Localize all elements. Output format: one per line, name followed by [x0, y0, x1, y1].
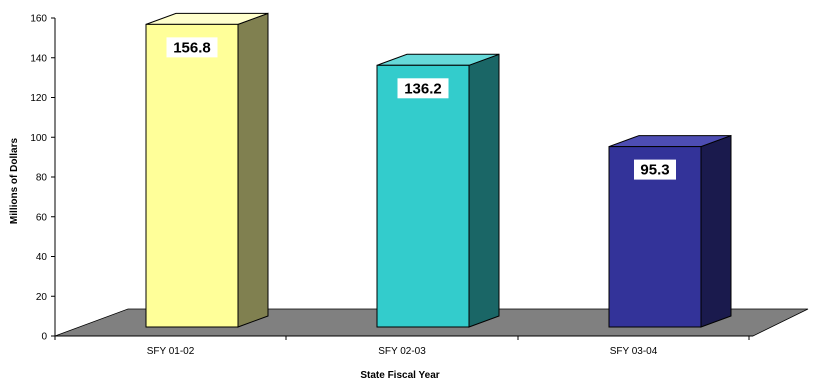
bar: 136.2 — [376, 53, 500, 328]
bars-group: 156.8 136.2 95.3 — [145, 12, 732, 328]
data-label: 156.8 — [173, 39, 211, 56]
data-label-box — [397, 78, 449, 99]
y-tick-label: 100 — [30, 133, 47, 144]
bar: 156.8 — [145, 12, 269, 328]
bar-side-face — [237, 12, 269, 328]
y-ticks-group: 0 20 40 60 80 100 120 140 160 — [30, 14, 55, 343]
x-tick-label: SFY 02-03 — [378, 346, 426, 357]
bar-side-face — [700, 134, 732, 328]
data-label: 95.3 — [640, 162, 669, 179]
bar-side-face — [468, 53, 500, 328]
y-tick-label: 140 — [30, 53, 47, 64]
y-tick-label: 0 — [41, 332, 47, 343]
bar-front-face — [145, 23, 239, 328]
x-tick-label: SFY 01-02 — [147, 346, 195, 357]
bar: 95.3 — [608, 134, 732, 328]
y-tick-label: 40 — [36, 252, 48, 263]
x-tick-label: SFY 03-04 — [610, 346, 658, 357]
y-axis-title: Millions of Dollars — [9, 138, 20, 225]
y-tick-label: 20 — [36, 292, 48, 303]
y-tick-label: 60 — [36, 212, 48, 223]
x-axis-title: State Fiscal Year — [360, 370, 439, 381]
data-label-box — [166, 37, 218, 58]
bar-front-face — [376, 64, 470, 328]
y-tick-label: 160 — [30, 14, 47, 25]
data-label: 136.2 — [404, 80, 442, 97]
data-label-box — [634, 159, 676, 180]
y-tick-label: 80 — [36, 173, 48, 184]
x-ticks-group: SFY 01-02 SFY 02-03 SFY 03-04 — [54, 336, 750, 357]
y-tick-label: 120 — [30, 93, 47, 104]
